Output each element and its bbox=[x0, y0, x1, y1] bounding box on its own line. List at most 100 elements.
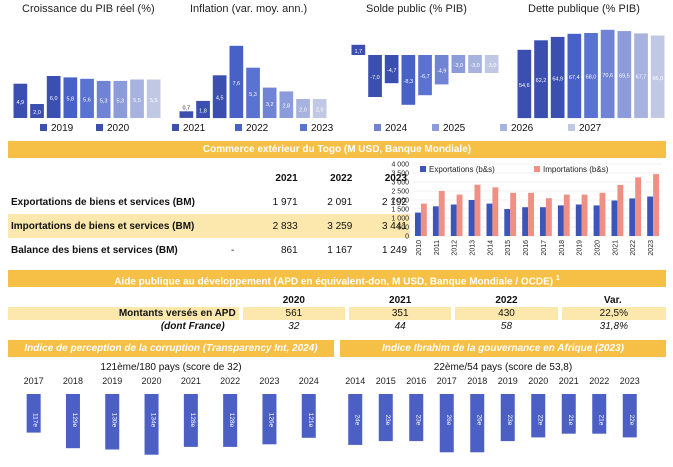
debt-bar bbox=[650, 35, 665, 118]
ibrahim-subtitle: 22ème/54 pays (score de 53,8) bbox=[433, 362, 573, 373]
corruption-year-label: 2022 bbox=[220, 376, 240, 386]
corruption-bar bbox=[105, 394, 120, 450]
trade-table: 2021 2022 2023 Exportations de biens et … bbox=[8, 166, 410, 262]
export-bar bbox=[540, 207, 546, 236]
ibrahim-year-label: 2018 bbox=[467, 376, 487, 386]
macro-year-legend: 2019 2020 2021 2022 2023 2024 2025 2026 2027 bbox=[0, 123, 673, 137]
inflation-bar-label: 5,3 bbox=[249, 92, 257, 98]
apd-title: Aide publique au développement (APD en é… bbox=[114, 276, 554, 288]
import-bar bbox=[581, 194, 588, 236]
trade-row-balance: Balance des biens et services (BM) - 861… bbox=[8, 238, 410, 262]
corruption-bar bbox=[262, 394, 277, 445]
debt-bar bbox=[617, 31, 632, 119]
import-bar bbox=[420, 203, 427, 236]
corruption-subtitle: 121ème/180 pays (score de 32) bbox=[100, 362, 242, 373]
corruption-bar bbox=[26, 394, 41, 433]
trade-legend-swatch bbox=[534, 166, 540, 172]
export-bar bbox=[415, 212, 421, 236]
gdp-bar-label: 5,5 bbox=[133, 98, 141, 104]
legend-label: 2026 bbox=[511, 123, 534, 134]
inflation-bar bbox=[262, 87, 277, 118]
trade-y-tick: 3 500 bbox=[391, 171, 409, 178]
gdp-bar bbox=[130, 79, 144, 118]
fiscal-bar-label: -4,7 bbox=[387, 68, 396, 74]
trade-x-tick: 2011 bbox=[434, 240, 441, 255]
inflation-bar bbox=[279, 91, 294, 118]
trade-x-tick: 2020 bbox=[595, 240, 602, 256]
trade-x-tick: 2014 bbox=[487, 240, 494, 256]
trade-y-tick: 2 000 bbox=[391, 198, 409, 205]
apd-row-label: (dont France) bbox=[160, 321, 225, 332]
export-bar bbox=[629, 198, 636, 236]
legend-label: 2025 bbox=[443, 123, 466, 134]
debt-bar-label: 68,0 bbox=[586, 75, 597, 81]
trade-year-2021: 2021 bbox=[275, 172, 298, 184]
inflation-bar-label: 2,0 bbox=[299, 108, 307, 114]
trade-x-tick: 2013 bbox=[470, 240, 477, 256]
debt-bar-label: 67,7 bbox=[636, 75, 647, 81]
gdp-bar-label: 5,8 bbox=[66, 97, 74, 103]
trade-x-tick: 2015 bbox=[505, 240, 512, 256]
gdp-growth-title: Croissance du PIB réel (%) bbox=[22, 3, 155, 15]
import-bar bbox=[545, 198, 552, 236]
legend-item-2025: 2025 bbox=[432, 123, 465, 134]
trade-section-band: Commerce extérieur du Togo (M USD, Banqu… bbox=[8, 141, 666, 158]
inflation-bar-label: 7,6 bbox=[232, 81, 240, 87]
ibrahim-year-label: 2019 bbox=[498, 376, 518, 386]
trade-header-row: 2021 2022 2023 bbox=[8, 166, 410, 190]
ibrahim-bar-label: 21e bbox=[567, 415, 574, 426]
debt-bar-label: 69,5 bbox=[619, 74, 630, 80]
fiscal-bar-label: -3,0 bbox=[454, 63, 463, 69]
gdp-bar bbox=[113, 80, 128, 118]
trade-row-label: Importations de biens et services (BM) bbox=[8, 214, 228, 238]
trade-row-imports: Importations de biens et services (BM) 2… bbox=[8, 214, 410, 238]
gdp-bar bbox=[46, 76, 61, 118]
fiscal-bar bbox=[368, 55, 382, 97]
export-bar bbox=[486, 203, 493, 236]
apd-cell: 32 bbox=[238, 320, 348, 333]
gdp-bar bbox=[80, 78, 94, 118]
inflation-bar-label: 1,8 bbox=[199, 109, 207, 115]
trade-cell: 2 091 bbox=[327, 196, 353, 208]
import-bar bbox=[653, 174, 659, 236]
apd-var-header: Var. bbox=[603, 295, 622, 306]
corruption-year-label: 2021 bbox=[181, 376, 201, 386]
ibrahim-band: Indice Ibrahim de la gouvernance en Afri… bbox=[340, 340, 666, 357]
gdp-bar-label: 6,0 bbox=[50, 96, 58, 102]
fiscal-bar-label: -7,0 bbox=[370, 75, 379, 81]
fiscal-bar-label: -3,0 bbox=[470, 63, 479, 69]
trade-cell: 861 bbox=[280, 244, 298, 256]
trade-cell: 1 167 bbox=[327, 244, 353, 256]
apd-cell: 58 bbox=[451, 320, 560, 333]
export-bar bbox=[575, 204, 582, 236]
apd-row-france: (dont France) 32 44 58 31,8% bbox=[8, 320, 666, 333]
corruption-bar-label: 117e bbox=[32, 413, 39, 427]
public-debt-title: Dette publique (% PIB) bbox=[528, 3, 640, 15]
debt-bar bbox=[550, 36, 565, 118]
debt-bar-label: 64,9 bbox=[552, 76, 563, 82]
trade-cell: 3 259 bbox=[300, 214, 356, 238]
apd-cell: 31,8% bbox=[557, 320, 666, 333]
trade-x-tick: 2023 bbox=[648, 240, 655, 256]
corruption-bar-label: 128e bbox=[228, 413, 235, 428]
apd-row-amounts: Montants versés en APD 561 351 430 22,5% bbox=[8, 307, 666, 320]
ibrahim-bar-label: 22e bbox=[628, 415, 635, 426]
legend-item-2026: 2026 bbox=[500, 123, 533, 134]
ibrahim-bar-label: 23e bbox=[414, 415, 421, 426]
fiscal-bar-label: -6,7 bbox=[420, 74, 429, 80]
gdp-bar-label: 5,3 bbox=[116, 99, 124, 105]
trade-y-tick: 0 bbox=[405, 234, 409, 241]
export-bar bbox=[647, 196, 654, 236]
ibrahim-bar-label: 21e bbox=[597, 415, 604, 426]
apd-table: 2020 2021 2022 Var. Montants versés en A… bbox=[8, 294, 666, 333]
gdp-bar-label: 5,3 bbox=[100, 99, 108, 105]
gdp-bar bbox=[30, 104, 44, 118]
debt-bar bbox=[584, 33, 598, 118]
export-bar bbox=[432, 206, 439, 236]
ibrahim-year-label: 2022 bbox=[589, 376, 609, 386]
ibrahim-bar bbox=[500, 394, 515, 442]
export-bar bbox=[468, 200, 475, 236]
export-bar bbox=[611, 200, 618, 236]
fiscal-bar bbox=[384, 55, 399, 84]
legend-item-2027: 2027 bbox=[568, 123, 601, 134]
